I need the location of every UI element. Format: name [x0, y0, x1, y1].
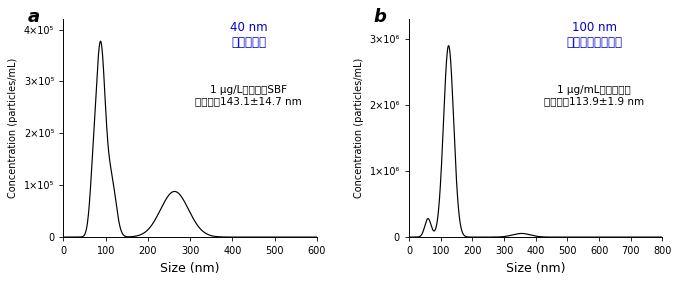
Text: a: a	[28, 8, 40, 26]
Y-axis label: Concentration (particles/mL): Concentration (particles/mL)	[8, 58, 18, 198]
Text: 40 nm
纳米銀颗粒: 40 nm 纳米銀颗粒	[230, 22, 267, 50]
X-axis label: Size (nm): Size (nm)	[506, 262, 566, 275]
Text: b: b	[373, 8, 386, 26]
Y-axis label: Concentration (particles/mL): Concentration (particles/mL)	[354, 58, 364, 198]
X-axis label: Size (nm): Size (nm)	[160, 262, 220, 275]
Text: 100 nm
纳米二氧化馒颗粒: 100 nm 纳米二氧化馒颗粒	[566, 22, 622, 50]
Text: 1 μg/mL，介质为水
平均粒径113.9±1.9 nm: 1 μg/mL，介质为水 平均粒径113.9±1.9 nm	[544, 85, 644, 106]
Text: 1 μg/L，介质为SBF
平均粒径143.1±14.7 nm: 1 μg/L，介质为SBF 平均粒径143.1±14.7 nm	[195, 85, 302, 106]
